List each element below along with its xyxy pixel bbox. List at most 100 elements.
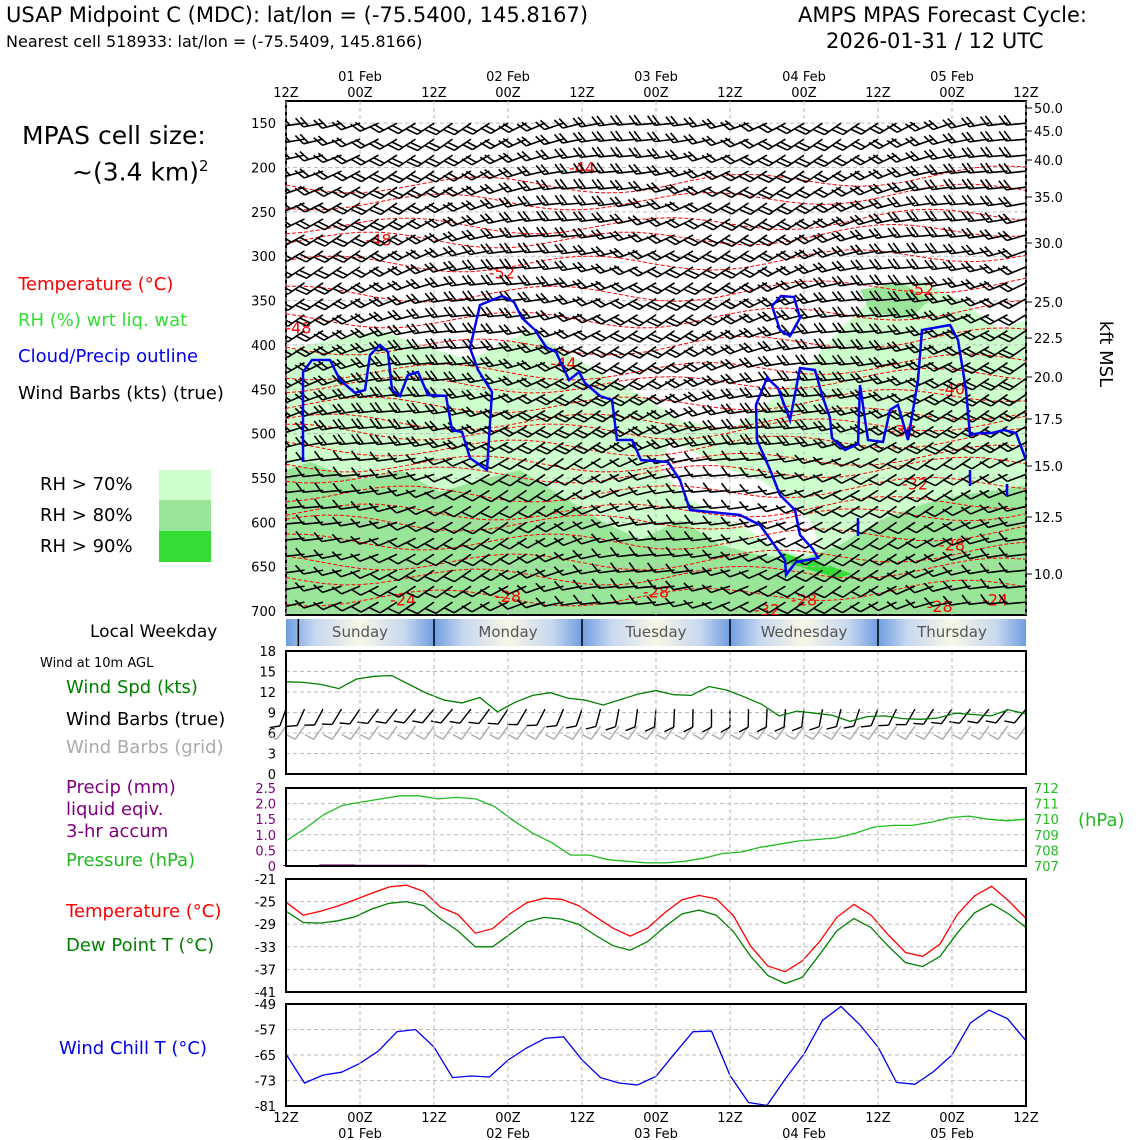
grid-wind-barb: [637, 725, 657, 740]
upper-wind-barb: [887, 441, 916, 454]
upper-wind-barb: [350, 327, 379, 339]
upper-wind-barb: [998, 578, 1026, 589]
upper-wind-barb: [701, 549, 731, 560]
grid-wind-barb: [989, 725, 1009, 740]
upper-wind-barb: [980, 377, 1008, 391]
upper-wind-barb: [405, 278, 435, 290]
wind-axis-tick: 3: [268, 748, 276, 763]
upper-wind-barb: [479, 356, 509, 368]
grid-wind-barb: [785, 725, 805, 740]
cloud-outline-cell: [770, 294, 802, 338]
upper-wind-barb: [461, 244, 490, 256]
upper-wind-barb: [683, 234, 712, 247]
upper-height-tick: 45.0: [1034, 125, 1063, 140]
upper-wind-barb: [683, 547, 712, 559]
true-wind-barb: [339, 708, 361, 725]
upper-wind-barb: [905, 308, 934, 320]
upper-wind-barb: [405, 263, 435, 275]
upper-wind-barb: [368, 296, 398, 308]
upper-wind-barb: [572, 457, 601, 470]
upper-pressure-tick: 550: [251, 472, 276, 487]
upper-wind-barb: [369, 186, 398, 200]
upper-wind-barb: [387, 324, 416, 336]
upper-wind-barb: [387, 585, 416, 598]
upper-wind-barb: [350, 500, 379, 511]
bottom-time-tick: 00Z: [495, 1111, 521, 1126]
upper-wind-barb: [683, 376, 712, 388]
upper-height-tick: 17.5: [1034, 413, 1063, 428]
upper-wind-barb: [942, 118, 971, 129]
upper-wind-barb: [998, 130, 1026, 142]
top-time-tick: 12Z: [569, 86, 595, 101]
upper-wind-barb: [553, 505, 583, 517]
upper-wind-barb: [572, 345, 601, 358]
upper-wind-barb: [868, 585, 897, 597]
upper-pressure-tick: 650: [251, 561, 276, 576]
upper-wind-barb: [479, 154, 509, 165]
upper-wind-barb: [313, 532, 342, 543]
bottom-time-tick: 00Z: [939, 1111, 965, 1126]
temperature-line: [285, 884, 1027, 973]
upper-wind-barb: [424, 420, 453, 432]
upper-wind-barb: [739, 483, 768, 495]
cell-size-value: ~(3.4 km)2: [72, 157, 209, 186]
upper-wind-barb: [923, 553, 953, 563]
wind-panel-frame: [285, 650, 1027, 775]
upper-wind-barb: [924, 393, 953, 406]
top-time-tick: 00Z: [791, 86, 817, 101]
upper-axes: 150 200 250 300 350 400 450 500 550 600 650 700 50.0…: [251, 70, 1063, 620]
upper-wind-barb: [331, 568, 361, 578]
pressure-axis-tick: 711: [1034, 798, 1059, 813]
temperature-contour: [286, 165, 1026, 194]
upper-wind-barb: [812, 473, 842, 483]
true-wind-barb: [664, 709, 676, 733]
upper-wind-barb: [943, 425, 971, 439]
weekday-cell: [878, 619, 1026, 646]
upper-wind-barb: [331, 344, 361, 355]
upper-wind-barb: [794, 122, 823, 135]
true-wind-barb: [985, 708, 1009, 724]
temperature-contour: [286, 496, 1026, 521]
top-time-tick: 00Z: [347, 86, 373, 101]
legend-rh80-swatch: [159, 500, 211, 531]
upper-wind-barb: [295, 266, 324, 279]
true-wind-barb: [507, 708, 528, 726]
weekday-label: Monday: [478, 623, 537, 641]
true-wind-barb: [860, 708, 879, 728]
upper-wind-barb: [720, 403, 749, 415]
label-temperature: Temperature (°C): [66, 901, 222, 922]
upper-wind-barb: [387, 521, 416, 531]
upper-wind-barb: [924, 275, 953, 287]
upper-wind-barb: [369, 585, 398, 598]
upper-wind-barb: [331, 170, 361, 182]
upper-wind-barb: [942, 377, 971, 390]
top-date-label: 01 Feb: [338, 70, 382, 85]
bottom-date-label: 01 Feb: [338, 1127, 382, 1140]
bottom-time-axis: 12Z 00Z 12Z 00Z 12Z 00Z 12Z 00Z 12Z 00Z 12Z 01 Feb 0…: [273, 1111, 1039, 1140]
grid-wind-barb: [804, 725, 824, 740]
upper-wind-barb: [923, 134, 953, 146]
upper-wind-barb: [387, 469, 416, 480]
upper-wind-barb: [517, 537, 546, 549]
upper-wind-barb: [461, 585, 490, 598]
upper-wind-barb: [535, 292, 564, 304]
upper-wind-barb: [683, 133, 712, 145]
wind-axis-tick: 9: [268, 707, 276, 722]
upper-wind-barb: [905, 342, 934, 354]
grid-wind-barb: [693, 725, 713, 740]
grid-wind-barb: [730, 725, 750, 740]
upper-wind-barb: [406, 419, 435, 431]
upper-wind-barb: [794, 454, 823, 465]
upper-wind-barb: [831, 489, 860, 501]
upper-wind-barb: [812, 456, 842, 466]
true-wind-barb: [430, 708, 454, 724]
upper-wind-barb: [794, 471, 823, 482]
upper-wind-barb: [295, 250, 324, 263]
upper-wind-barb: [368, 282, 398, 293]
temperature-contour: [286, 415, 1026, 441]
upper-wind-barb: [517, 409, 546, 422]
weekday-title: Local Weekday: [90, 622, 218, 642]
upper-wind-barb: [701, 404, 731, 416]
upper-wind-barb: [406, 138, 435, 152]
temperature-contour: [286, 476, 1026, 503]
